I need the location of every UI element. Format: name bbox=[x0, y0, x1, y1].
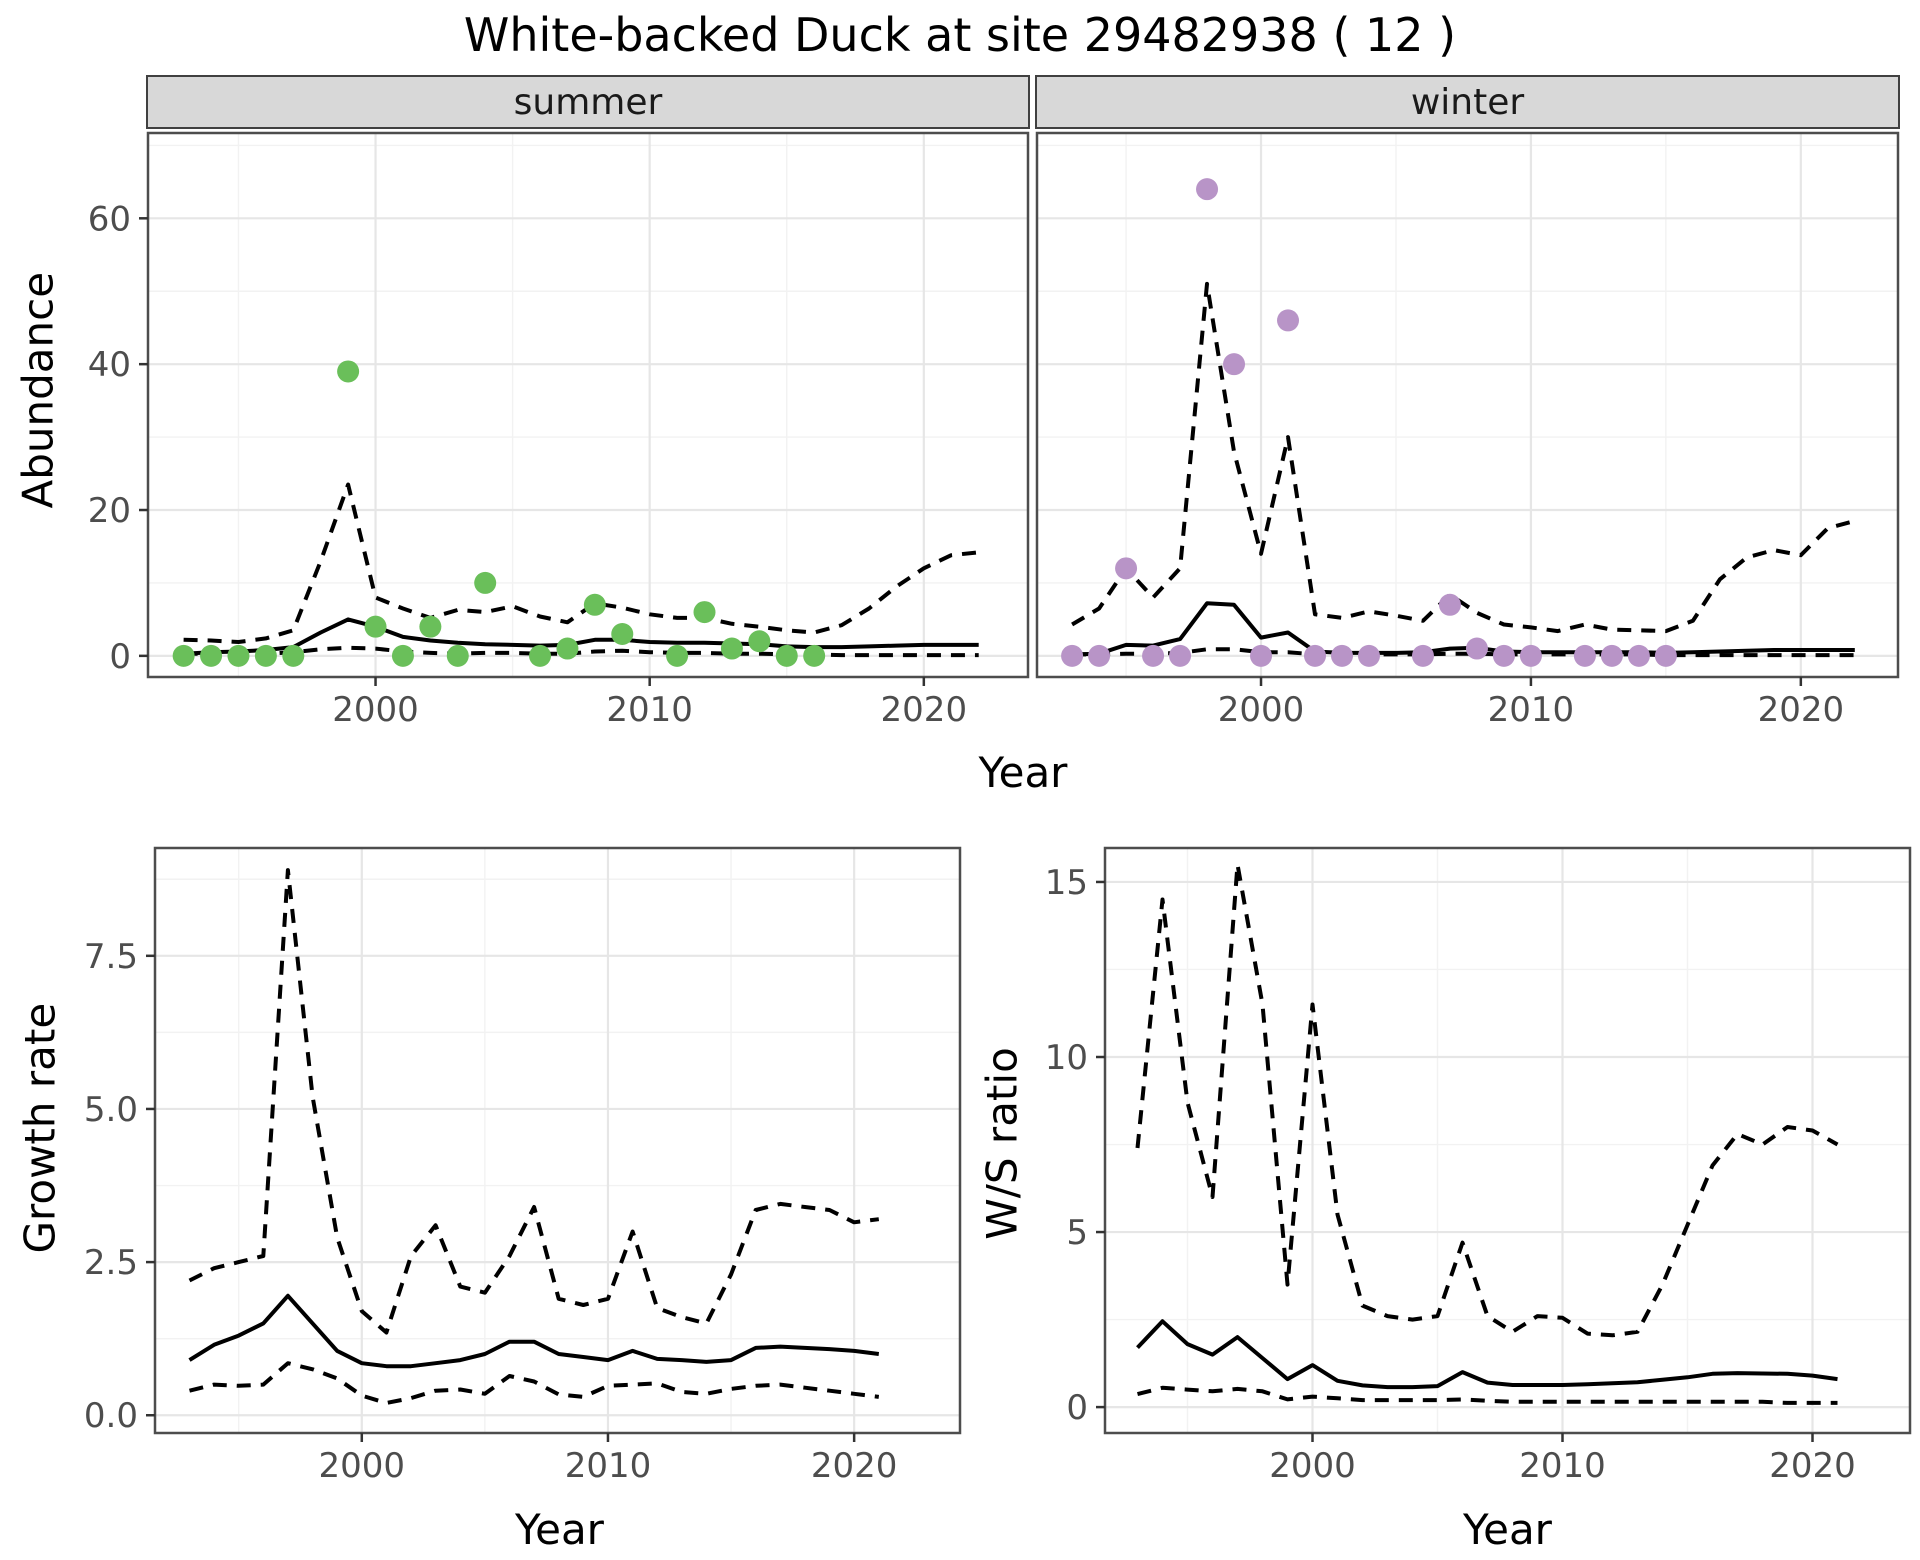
ws-panel-border bbox=[1103, 846, 1912, 1435]
growth-upper_ci-line bbox=[188, 868, 880, 1335]
x-axis-title-year-ws: Year bbox=[1463, 1505, 1552, 1554]
winter-observation-point bbox=[1654, 644, 1677, 667]
winter-observation-point bbox=[1330, 644, 1353, 667]
ws-median-line bbox=[1136, 1319, 1838, 1390]
summer-lower_ci-line bbox=[183, 645, 979, 658]
summer-x-tick-label: 2010 bbox=[606, 690, 693, 730]
summer-panel-bg bbox=[148, 133, 1028, 677]
ws-panel-bg bbox=[1105, 848, 1910, 1433]
winter-observation-point bbox=[1600, 644, 1623, 667]
growth-panel-border bbox=[153, 846, 962, 1435]
summer-x-tick-label: 2020 bbox=[881, 690, 968, 730]
summer-median-line bbox=[183, 617, 979, 656]
summer-observation-point bbox=[529, 644, 552, 667]
summer-observation-point bbox=[337, 360, 360, 383]
ws-y-tick-label: 5 bbox=[1066, 1213, 1088, 1253]
growth-x-tick-label: 2020 bbox=[811, 1446, 898, 1486]
summer-observation-point bbox=[611, 622, 634, 645]
summer-observation-point bbox=[803, 644, 826, 667]
winter-observation-point bbox=[1115, 557, 1138, 580]
ws-y-tick-label: 15 bbox=[1045, 863, 1088, 903]
ws-y-tick-label: 0 bbox=[1066, 1388, 1088, 1428]
summer-observation-point bbox=[748, 630, 771, 653]
y-axis-title-ws-ratio: W/S ratio bbox=[977, 1047, 1027, 1240]
summer-observation-point bbox=[364, 615, 387, 638]
chart-title: White-backed Duck at site 29482938 ( 12 … bbox=[463, 8, 1457, 62]
summer-y-tick-label: 0 bbox=[109, 637, 131, 677]
winter-observation-point bbox=[1519, 644, 1542, 667]
x-axis-title-year-growth: Year bbox=[515, 1505, 604, 1554]
facet-strip-winter: winter bbox=[1035, 75, 1900, 129]
growth-y-tick-label: 2.5 bbox=[84, 1243, 138, 1283]
summer-observation-point bbox=[556, 637, 579, 660]
winter-observation-point bbox=[1277, 309, 1300, 332]
winter-observation-point bbox=[1465, 637, 1488, 660]
growth-lower_ci-line bbox=[189, 1361, 880, 1405]
growth-y-tick-label: 0.0 bbox=[84, 1396, 138, 1436]
ws-x-tick-label: 2000 bbox=[1269, 1446, 1356, 1486]
winter-observation-point bbox=[1438, 593, 1461, 616]
growth-x-tick-label: 2010 bbox=[565, 1446, 652, 1486]
summer-upper_ci-line bbox=[183, 482, 979, 644]
summer-x-tick-label: 2000 bbox=[332, 690, 419, 730]
summer-observation-point bbox=[200, 644, 223, 667]
summer-observation-point bbox=[254, 644, 277, 667]
winter-observation-point bbox=[1411, 644, 1434, 667]
winter-lower_ci-line bbox=[1072, 647, 1855, 658]
ws-x-tick-label: 2010 bbox=[1519, 1446, 1606, 1486]
ws-y-tick-label: 10 bbox=[1045, 1038, 1088, 1078]
summer-observation-point bbox=[172, 644, 195, 667]
winter-observation-point bbox=[1142, 644, 1165, 667]
winter-x-tick-label: 2000 bbox=[1218, 690, 1305, 730]
winter-observation-point bbox=[1169, 644, 1192, 667]
summer-observation-point bbox=[391, 644, 414, 667]
summer-observation-point bbox=[583, 593, 606, 616]
summer-y-tick-label: 40 bbox=[88, 345, 131, 385]
winter-x-tick-label: 2010 bbox=[1488, 690, 1575, 730]
summer-observation-point bbox=[666, 644, 689, 667]
winter-observation-point bbox=[1492, 644, 1515, 667]
growth-y-tick-label: 7.5 bbox=[84, 937, 138, 977]
facet-strip-summer: summer bbox=[146, 75, 1030, 129]
summer-observation-point bbox=[419, 615, 442, 638]
winter-panel-bg bbox=[1037, 133, 1898, 677]
winter-x-tick-label: 2020 bbox=[1758, 690, 1845, 730]
summer-y-tick-label: 60 bbox=[88, 199, 131, 239]
summer-observation-point bbox=[227, 644, 250, 667]
growth-median-line bbox=[188, 1293, 880, 1369]
ws-lower_ci-line bbox=[1137, 1385, 1838, 1405]
summer-panel-border bbox=[146, 131, 1030, 679]
winter-median-line bbox=[1072, 601, 1855, 657]
x-axis-title-year-top: Year bbox=[978, 748, 1068, 797]
summer-observation-point bbox=[474, 571, 497, 594]
winter-observation-point bbox=[1357, 644, 1380, 667]
winter-observation-point bbox=[1061, 644, 1084, 667]
growth-y-tick-label: 5.0 bbox=[84, 1090, 138, 1130]
winter-observation-point bbox=[1250, 644, 1273, 667]
ws-x-tick-label: 2020 bbox=[1769, 1446, 1856, 1486]
y-axis-title-growth-rate: Growth rate bbox=[15, 1002, 65, 1254]
winter-upper_ci-line bbox=[1071, 281, 1856, 634]
winter-observation-point bbox=[1196, 178, 1219, 201]
winter-observation-point bbox=[1573, 644, 1596, 667]
summer-y-tick-label: 20 bbox=[88, 491, 131, 531]
summer-observation-point bbox=[720, 637, 743, 660]
winter-panel-border bbox=[1035, 131, 1900, 679]
winter-observation-point bbox=[1627, 644, 1650, 667]
winter-observation-point bbox=[1304, 644, 1327, 667]
growth-panel-bg bbox=[155, 848, 960, 1433]
summer-observation-point bbox=[446, 644, 469, 667]
growth-x-tick-label: 2000 bbox=[319, 1446, 406, 1486]
winter-observation-point bbox=[1223, 353, 1246, 376]
summer-observation-point bbox=[775, 644, 798, 667]
winter-observation-point bbox=[1088, 644, 1111, 667]
summer-observation-point bbox=[693, 601, 716, 624]
summer-observation-point bbox=[282, 644, 305, 667]
y-axis-title-abundance: Abundance bbox=[13, 271, 63, 509]
